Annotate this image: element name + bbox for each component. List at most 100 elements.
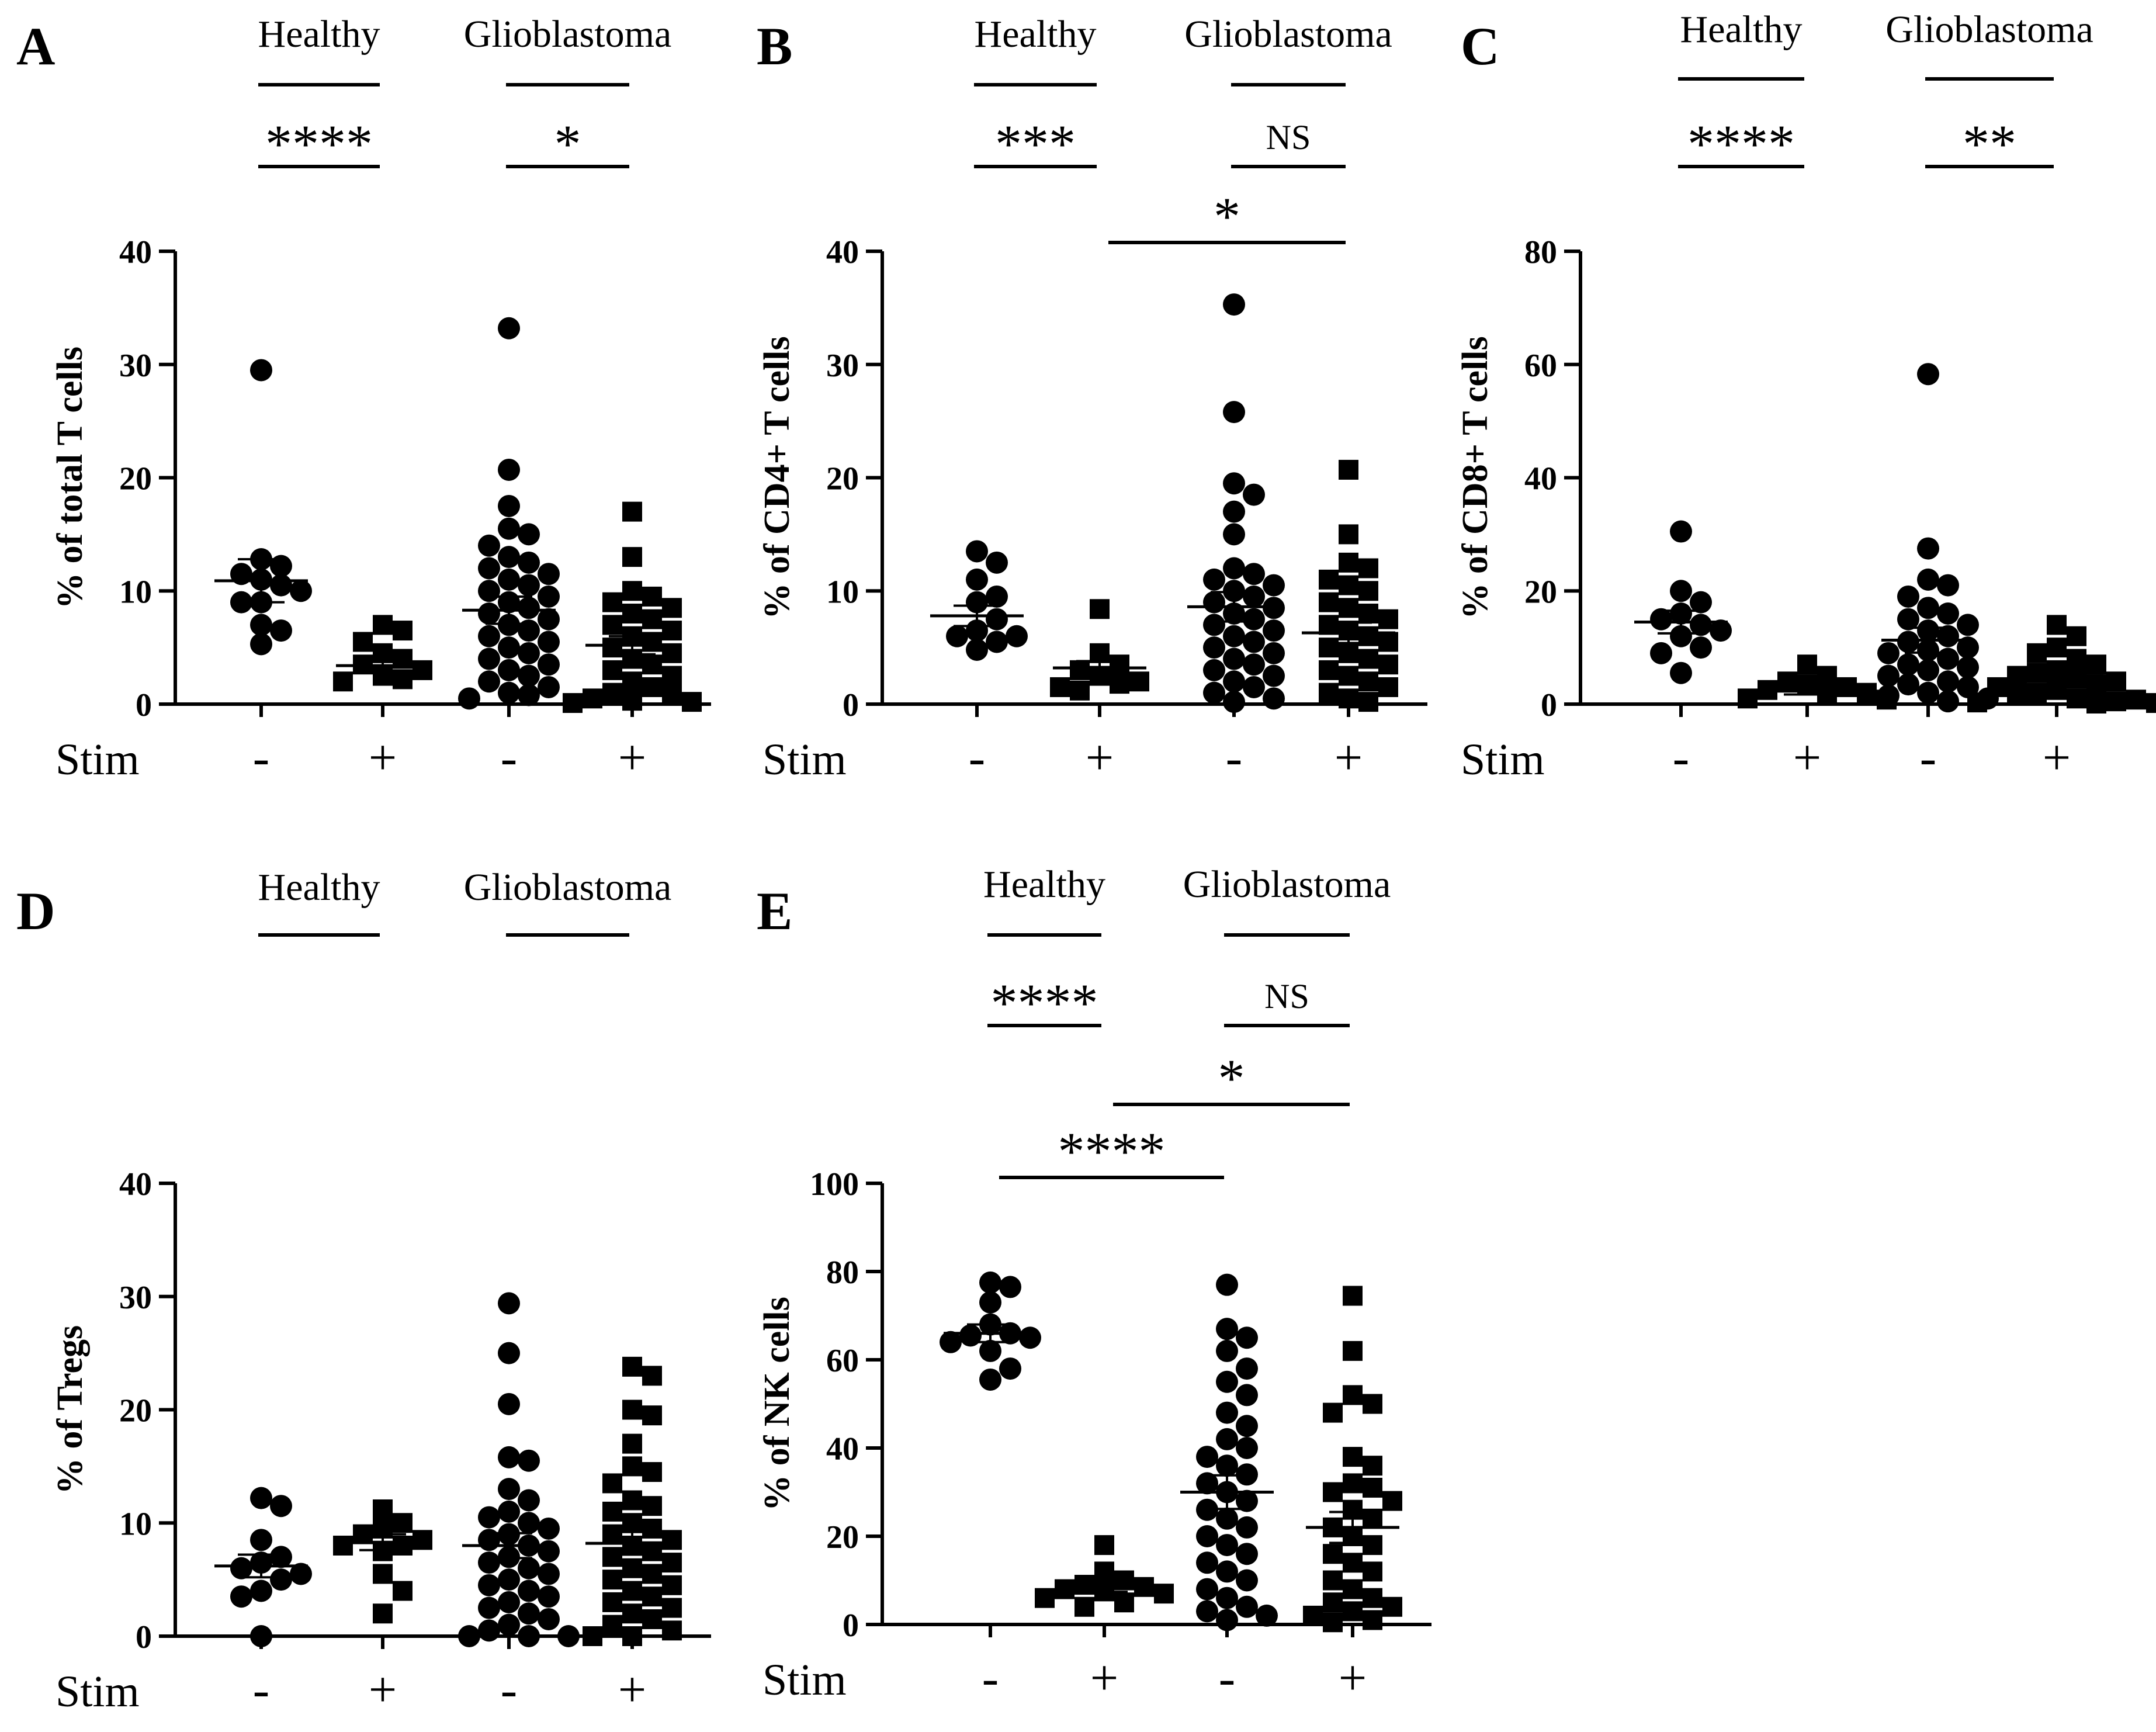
data-point — [1937, 647, 1959, 670]
condition-label: + — [2043, 729, 2071, 785]
data-point — [1223, 523, 1245, 546]
significance-label: NS — [1266, 118, 1311, 157]
data-point — [1223, 472, 1245, 495]
y-tick-label: 40 — [119, 1166, 152, 1203]
data-point — [622, 1433, 642, 1454]
data-point — [2007, 685, 2027, 706]
data-point — [1216, 1560, 1238, 1583]
data-point — [478, 625, 500, 647]
group-label-glioblastoma: Glioblastoma — [464, 13, 672, 56]
y-tick-label: 80 — [1524, 234, 1557, 271]
data-point — [940, 1331, 962, 1353]
data-point — [1203, 659, 1225, 681]
y-axis-label: % of total T cells — [50, 347, 90, 609]
data-point — [1216, 1609, 1238, 1631]
data-point — [478, 1551, 500, 1574]
data-point — [986, 608, 1008, 631]
data-point — [1857, 683, 1877, 703]
data-point — [1670, 580, 1692, 602]
data-point — [602, 1524, 622, 1544]
data-point — [1917, 363, 1939, 386]
data-point — [2086, 654, 2106, 675]
data-point — [353, 632, 373, 652]
data-point — [622, 581, 642, 601]
data-point — [518, 1512, 540, 1534]
y-tick-label: 40 — [1524, 461, 1557, 497]
significance-label: * — [1218, 1048, 1245, 1108]
data-point — [1897, 653, 1919, 676]
data-point — [1236, 1384, 1258, 1407]
data-point — [1323, 1402, 1343, 1423]
data-point — [1897, 631, 1919, 653]
data-point — [979, 1291, 1001, 1314]
data-point — [1203, 681, 1225, 704]
data-point — [946, 625, 968, 647]
data-point — [1358, 692, 1378, 712]
data-point — [538, 1540, 560, 1563]
data-point — [1339, 459, 1358, 480]
data-point — [1690, 614, 1712, 636]
data-point — [662, 1598, 682, 1618]
data-point — [602, 592, 622, 612]
data-point — [498, 1478, 520, 1501]
data-point — [518, 664, 540, 687]
data-point — [1110, 674, 1129, 694]
data-point — [622, 1581, 642, 1601]
data-point — [1236, 1437, 1258, 1459]
data-point — [622, 1558, 642, 1578]
data-point — [2047, 680, 2067, 700]
data-point — [1837, 677, 1857, 697]
data-point — [333, 671, 353, 692]
data-point — [1243, 676, 1265, 698]
data-point — [602, 683, 622, 703]
stim-label: Stim — [56, 1667, 140, 1716]
data-point — [602, 1501, 622, 1522]
panel-e: E 0 20 40 60 80 100 % of NK cells Stim - + - + Health… — [757, 863, 1431, 1706]
y-axis-label: % of CD8+ T cells — [1455, 336, 1495, 619]
data-point — [1196, 1578, 1218, 1601]
data-point — [1897, 608, 1919, 631]
data-point — [518, 619, 540, 642]
data-point — [2027, 643, 2047, 663]
panel-letter: A — [16, 16, 55, 76]
y-tick-label: 40 — [826, 234, 859, 271]
data-point — [250, 1529, 272, 1551]
data-point — [1987, 677, 2007, 697]
data-point — [1917, 659, 1939, 681]
data-point — [518, 1489, 540, 1512]
panel-d: D 0 10 20 30 40 % of Tregs Stim - + - + Healthy Gliob… — [16, 866, 711, 1717]
data-point — [1343, 1447, 1363, 1467]
data-point — [1243, 608, 1265, 631]
group-label-glioblastoma: Glioblastoma — [1183, 863, 1391, 906]
y-tick-label: 20 — [119, 1393, 152, 1429]
data-point — [979, 1339, 1001, 1362]
data-point — [1323, 1592, 1343, 1613]
data-point — [1358, 671, 1378, 692]
data-point — [1216, 1507, 1238, 1530]
data-point — [518, 523, 540, 546]
data-point — [1358, 649, 1378, 669]
data-point — [498, 1392, 520, 1415]
y-tick-label: 0 — [136, 1619, 152, 1655]
data-point — [1917, 681, 1939, 704]
data-point — [478, 534, 500, 557]
data-point — [1223, 625, 1245, 647]
data-point — [642, 632, 662, 652]
condition-label: + — [1086, 729, 1114, 785]
data-point — [1303, 1605, 1323, 1626]
data-point — [1339, 575, 1358, 595]
data-point — [1339, 524, 1358, 545]
data-point — [1216, 1318, 1238, 1340]
data-point — [1323, 1570, 1343, 1591]
y-axis-label: % of NK cells — [757, 1297, 797, 1511]
data-point — [2106, 691, 2126, 712]
data-point — [642, 609, 662, 629]
data-point — [373, 615, 393, 635]
data-point — [1363, 1610, 1382, 1630]
significance-label: * — [554, 114, 581, 174]
data-point — [1223, 691, 1245, 713]
data-point — [1216, 1586, 1238, 1609]
data-point — [538, 1585, 560, 1608]
data-point — [1319, 638, 1339, 658]
data-point — [1196, 1472, 1218, 1495]
